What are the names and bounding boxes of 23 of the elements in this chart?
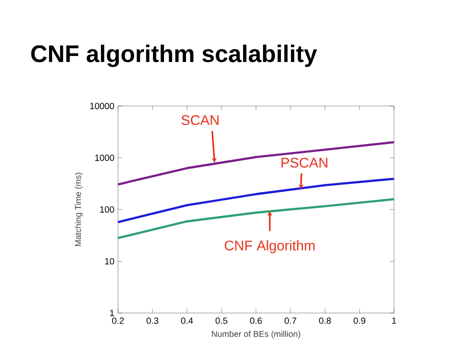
y-tick-label: 10 bbox=[105, 258, 114, 264]
x-tick-label: 0.9 bbox=[354, 318, 366, 324]
x-tick-label: 0.5 bbox=[216, 318, 228, 324]
x-axis-title: Number of BEs (million) bbox=[212, 330, 300, 339]
y-tick-label: 1000 bbox=[95, 154, 114, 161]
line-series bbox=[116, 178, 396, 224]
x-tick-label: 1 bbox=[392, 318, 396, 324]
y-axis-title: Matching Time (ms) bbox=[74, 172, 83, 246]
x-tick-label: 0.3 bbox=[146, 318, 158, 324]
line-series bbox=[116, 141, 396, 186]
x-tick-label: 0.4 bbox=[181, 318, 193, 324]
x-tick-label: 0.8 bbox=[319, 318, 331, 324]
y-tick-label: 10000 bbox=[90, 102, 114, 110]
chart-title: CNF algorithm scalability bbox=[31, 44, 318, 68]
line-series bbox=[116, 198, 396, 240]
y-tick-label: 1 bbox=[110, 310, 114, 316]
annotation: SCAN bbox=[182, 115, 218, 126]
x-tick-label: 0.6 bbox=[250, 318, 262, 324]
y-tick-label: 100 bbox=[100, 206, 114, 213]
x-tick-label: 0.7 bbox=[284, 318, 296, 324]
annotation: PSCAN bbox=[282, 158, 328, 168]
x-tick-label: 0.2 bbox=[112, 318, 124, 324]
annotation: CNF Algorithm bbox=[224, 240, 315, 254]
